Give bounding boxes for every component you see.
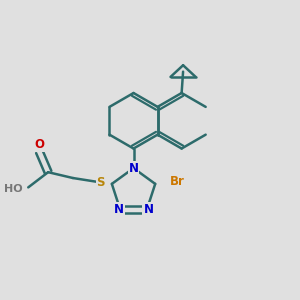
- Text: N: N: [128, 162, 139, 175]
- Text: Br: Br: [170, 175, 184, 188]
- Text: N: N: [143, 203, 153, 216]
- Text: N: N: [114, 203, 124, 216]
- Text: S: S: [97, 176, 105, 189]
- Text: HO: HO: [4, 184, 22, 194]
- Text: O: O: [34, 138, 44, 151]
